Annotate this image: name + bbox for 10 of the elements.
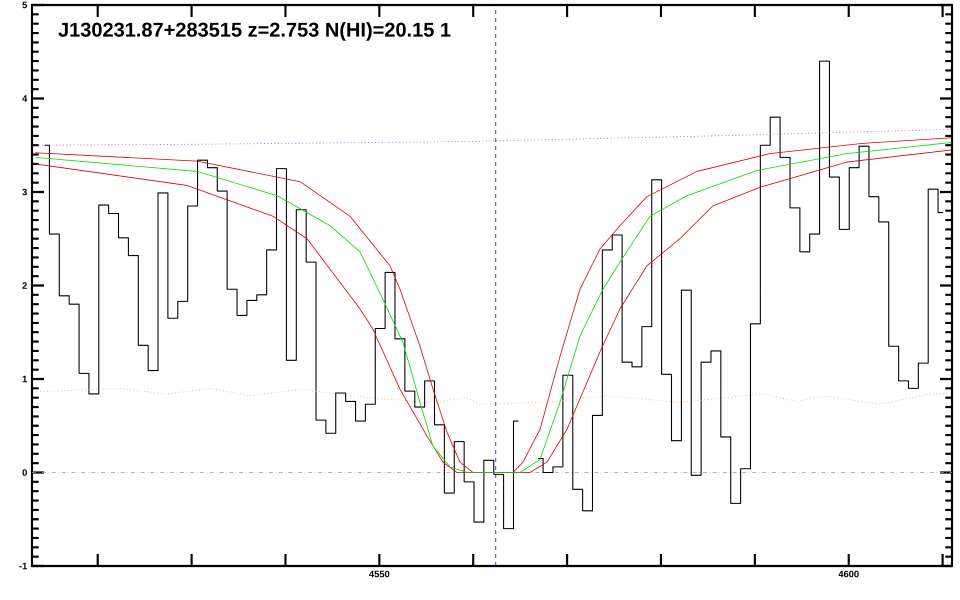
x-tick-label: 4600 [838, 570, 859, 578]
y-tick-label: 5 [22, 2, 28, 8]
y-tick-label: 1 [22, 376, 28, 382]
y-tick-label: 3 [22, 188, 27, 196]
y-tick-label: -1 [19, 562, 28, 570]
x-tick-label: 4550 [369, 570, 390, 578]
y-tick-label: 0 [22, 469, 27, 476]
y-tick-label: 2 [22, 282, 27, 289]
text: J130231.87+283515 z=2.753 N(HI)=20.15 1 [58, 22, 450, 41]
y-tick-label: 4 [22, 95, 28, 102]
